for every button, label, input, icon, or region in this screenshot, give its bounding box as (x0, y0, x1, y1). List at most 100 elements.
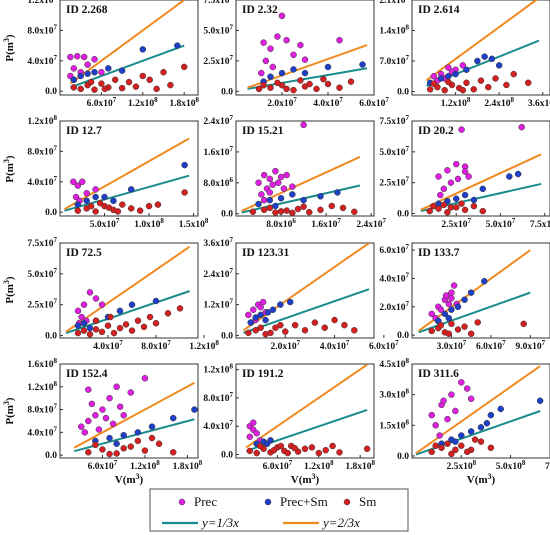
point-sm (134, 317, 142, 324)
panel-title: ID 123.31 (242, 247, 290, 259)
point-prec (79, 178, 86, 186)
panel-6: 0.0 2.5x107 5.0x107 7.5x107 2.5x107 5.0x107 7.… (379, 114, 550, 230)
point-prec (445, 300, 453, 308)
point-prec (448, 391, 455, 398)
point-prec-sm (359, 61, 366, 68)
point-prec-sm (101, 193, 108, 201)
panel-12: 0.0 1.5x108 3.0x108 4.5x108 2.5x108 5.0x108 7.… (379, 357, 550, 472)
point-prec (274, 179, 282, 187)
panel-8: 0.0 1.2x107 2.4x107 3.6x107 2.0x107 4.0x107 6.… (203, 236, 399, 352)
point-sm (363, 445, 371, 453)
point-prec (120, 412, 127, 419)
point-prec (445, 64, 452, 71)
point-prec (435, 173, 442, 180)
point-sm (492, 75, 499, 82)
point-sm (267, 84, 274, 91)
point-prec (269, 63, 277, 71)
point-sm (266, 204, 274, 212)
point-prec (283, 171, 290, 179)
point-prec (67, 53, 74, 61)
x-tick-label: 5.0x107 (90, 217, 120, 230)
point-sm (145, 202, 153, 210)
y-tick-label: 3.0x108 (379, 388, 409, 401)
y-axis-label: P(m3) (2, 34, 16, 62)
point-sm (458, 442, 465, 449)
line-two-thirds (73, 381, 195, 449)
point-sm (110, 329, 118, 337)
point-prec-sm (106, 434, 113, 442)
point-prec-sm (113, 440, 120, 448)
line-one-third (247, 67, 368, 90)
x-tick-label: 1.8x108 (173, 459, 203, 472)
y-tick-label: 0.0 (397, 210, 409, 220)
point-sm (341, 321, 348, 329)
x-tick-label: 1.2x108 (304, 459, 334, 472)
point-sm (444, 440, 451, 447)
point-prec (257, 303, 264, 311)
panel-2: 0.0 2.5x107 5.0x107 7.5x107 2.0x107 4.0x107 6.… (203, 0, 389, 109)
plot-area (415, 365, 544, 458)
y-tick-label: 0.0 (397, 331, 409, 341)
point-sm (437, 321, 445, 329)
point-prec (92, 412, 99, 419)
point-prec (99, 406, 106, 413)
point-prec (80, 301, 88, 308)
x-tick-label: 7.5x108 (545, 459, 550, 472)
point-sm (260, 206, 268, 214)
y-tick-label: 0.0 (45, 332, 57, 342)
point-prec (300, 121, 307, 129)
panel-3: 0.0 7.0x107 1.4x108 2.1x108 1.2x108 2.4x108 3.… (379, 0, 550, 109)
point-prec (290, 51, 297, 59)
point-sm (474, 319, 481, 326)
point-sm (452, 446, 459, 454)
y-tick-label: 2.0x107 (379, 300, 409, 313)
point-sm (445, 330, 453, 337)
point-prec-sm (479, 185, 487, 193)
point-prec (102, 414, 110, 422)
point-prec-sm (263, 440, 271, 448)
point-prec-sm (481, 278, 488, 285)
y-tick-label: 0.0 (221, 87, 233, 97)
point-sm (477, 438, 485, 445)
point-sm (301, 445, 309, 453)
point-sm (485, 83, 492, 91)
y-tick-label: 1.6x107 (203, 145, 233, 158)
panel-frame (235, 120, 375, 217)
point-sm (448, 320, 455, 328)
point-sm (339, 204, 347, 212)
point-sm (308, 444, 316, 451)
point-sm (169, 449, 177, 456)
y-tick-label: 1.6x108 (27, 357, 57, 370)
point-prec-sm (74, 201, 82, 208)
point-sm (274, 79, 281, 87)
plot-area (247, 12, 368, 94)
point-sm (426, 86, 434, 93)
point-prec (458, 126, 465, 133)
y-tick-label: 4.0x107 (27, 425, 57, 438)
x-tick-label: 2.5x107 (441, 217, 471, 230)
point-sm (470, 86, 477, 93)
point-prec-sm (262, 316, 269, 324)
point-prec-sm (437, 75, 445, 82)
point-prec-sm (91, 68, 98, 76)
point-sm (428, 327, 435, 335)
x-tick-label: 1.5x108 (179, 217, 209, 230)
point-prec (245, 311, 252, 319)
point-sm (315, 449, 323, 457)
point-sm (477, 77, 485, 84)
point-sm (80, 327, 88, 334)
point-sm (487, 444, 495, 452)
point-prec-sm (277, 194, 285, 202)
point-prec (454, 175, 462, 183)
point-sm (127, 443, 135, 450)
point-prec-sm (477, 424, 485, 431)
point-sm (98, 80, 105, 87)
point-prec (116, 403, 124, 410)
point-prec-sm (474, 57, 481, 65)
line-one-third (65, 290, 190, 335)
point-sm (140, 323, 148, 331)
point-prec (259, 298, 267, 306)
y-tick-label: 6.0x107 (379, 243, 409, 256)
point-prec (98, 68, 105, 76)
y-tick-label: 5.0x107 (203, 23, 233, 36)
